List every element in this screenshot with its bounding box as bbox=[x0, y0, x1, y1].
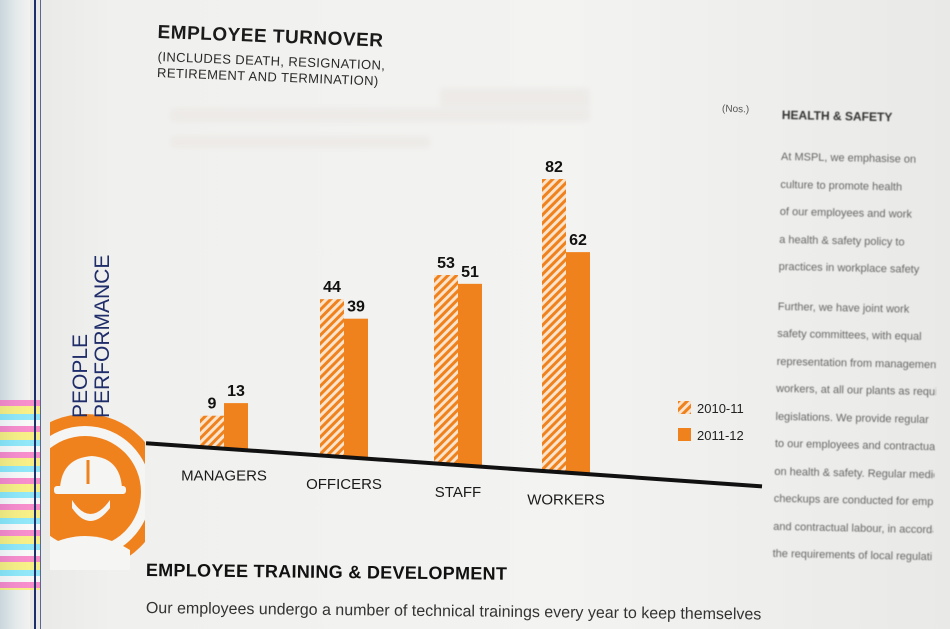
x-axis-line bbox=[145, 441, 763, 489]
right-paragraph-1: At MSPL, we emphasise on culture to prom… bbox=[778, 144, 941, 285]
text-line: representation from management bbox=[776, 355, 937, 371]
text-line: legislations. We provide regular bbox=[775, 410, 929, 426]
right-paragraph-2: Further, we have joint work safety commi… bbox=[772, 293, 938, 571]
text-line: a health & safety policy to bbox=[779, 233, 905, 249]
bar-officers-2010-11 bbox=[320, 299, 344, 457]
tick-label: STAFF bbox=[435, 484, 481, 501]
bar-officers-2011-12 bbox=[344, 318, 368, 458]
data-label: 53 bbox=[437, 255, 455, 272]
text-line: to our employees and contractual bbox=[774, 437, 936, 454]
right-heading: HEALTH & SAFETY bbox=[781, 108, 893, 125]
spine-color-artifact bbox=[0, 400, 40, 590]
text-line: Further, we have joint work bbox=[777, 300, 910, 316]
text-line: on health & safety. Regular medical bbox=[774, 465, 935, 482]
bar-managers-2011-12 bbox=[224, 403, 248, 450]
text-line: of our employees and work bbox=[779, 205, 912, 221]
bars-group bbox=[200, 179, 590, 474]
ghost-text bbox=[170, 136, 430, 148]
legend-swatch bbox=[678, 428, 691, 441]
legend-swatch bbox=[678, 401, 691, 414]
side-rule-line bbox=[34, 0, 36, 629]
ghost-text bbox=[170, 108, 590, 122]
text-line: At MSPL, we emphasise on bbox=[780, 150, 917, 166]
tick-label: OFFICERS bbox=[306, 476, 382, 493]
text-line: workers, at all our plants as required bbox=[775, 382, 937, 399]
data-label: 82 bbox=[545, 159, 563, 176]
bar-workers-2010-11 bbox=[542, 179, 566, 472]
side-rule-line bbox=[40, 0, 41, 629]
legend: 2010-11 2011-12 bbox=[678, 401, 744, 443]
bar-staff-2010-11 bbox=[434, 275, 458, 465]
data-label: 51 bbox=[461, 264, 479, 281]
text-line: safety committees, with equal bbox=[777, 327, 922, 343]
text-line: the requirements of local regulations bbox=[772, 547, 933, 564]
legend-label: 2011-12 bbox=[697, 428, 744, 443]
text-line: checkups are conducted for employees bbox=[773, 492, 935, 509]
text-line: and contractual labour, in accordance bbox=[773, 520, 934, 537]
bar-staff-2011-12 bbox=[458, 283, 482, 466]
tick-label: WORKERS bbox=[527, 492, 605, 509]
data-label: 13 bbox=[227, 383, 245, 400]
text-line: culture to promote health bbox=[780, 178, 903, 194]
tick-label: MANAGERS bbox=[181, 468, 267, 485]
data-label: 9 bbox=[208, 396, 217, 413]
data-labels-group: 9 13 44 39 53 51 82 62 bbox=[208, 159, 587, 413]
bar-managers-2010-11 bbox=[200, 415, 224, 448]
worker-helmet-icon bbox=[50, 414, 145, 570]
section-heading: EMPLOYEE TRAINING & DEVELOPMENT bbox=[145, 560, 508, 584]
ghost-text bbox=[440, 88, 590, 108]
tick-labels-group: MANAGERS OFFICERS STAFF WORKERS bbox=[181, 468, 605, 509]
data-label: 62 bbox=[569, 232, 587, 249]
health-safety-column: HEALTH & SAFETY At MSPL, we emphasise on… bbox=[772, 108, 942, 572]
data-label: 39 bbox=[347, 299, 365, 316]
text-line: practices in workplace safety bbox=[778, 260, 920, 276]
data-label: 44 bbox=[323, 279, 341, 296]
bar-workers-2011-12 bbox=[566, 252, 590, 474]
legend-label: 2010-11 bbox=[697, 401, 744, 416]
